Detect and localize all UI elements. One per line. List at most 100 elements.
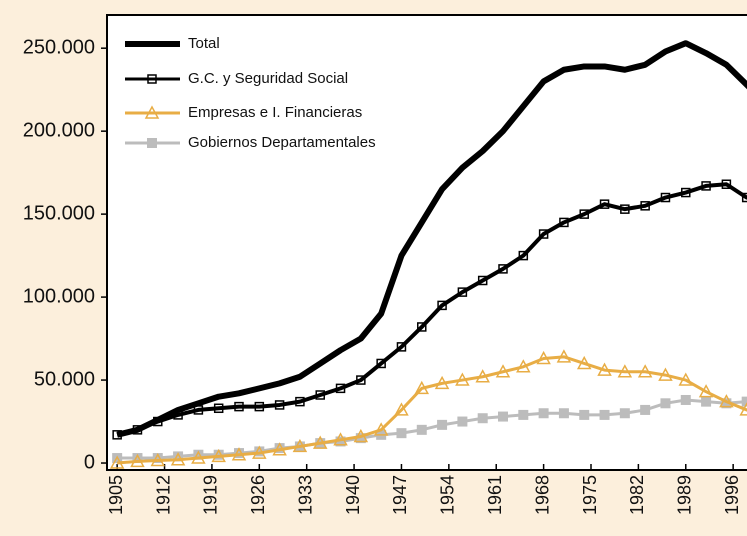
data-point <box>477 413 488 424</box>
data-point <box>333 432 348 446</box>
data-point <box>619 408 630 419</box>
data-point <box>272 442 287 456</box>
data-point <box>213 403 224 414</box>
data-point <box>536 350 551 365</box>
data-point <box>678 372 694 386</box>
x-tick-label: 1975 <box>580 475 600 515</box>
data-point <box>254 401 265 412</box>
legend-label: Total <box>188 35 220 52</box>
data-point <box>457 416 468 427</box>
series-line <box>116 40 747 438</box>
data-point <box>538 229 549 239</box>
data-point <box>150 452 166 467</box>
data-point <box>376 358 386 369</box>
x-tick-label: 1926 <box>248 475 268 515</box>
data-point <box>191 450 206 464</box>
data-point <box>597 362 612 376</box>
data-point <box>719 394 734 408</box>
data-point <box>455 372 470 386</box>
data-point <box>558 408 569 419</box>
data-point <box>559 217 569 228</box>
data-point <box>315 390 325 400</box>
data-point <box>498 264 508 274</box>
data-point <box>373 422 389 436</box>
data-point <box>538 408 549 419</box>
data-point <box>437 419 448 430</box>
x-tick-label: 1940 <box>343 475 363 515</box>
x-tick-label: 1947 <box>390 475 410 515</box>
data-point <box>721 179 732 190</box>
data-point <box>274 443 285 454</box>
data-point <box>416 424 427 435</box>
data-point <box>701 396 712 407</box>
data-point <box>396 342 407 352</box>
data-point <box>475 369 490 383</box>
data-point <box>335 383 346 394</box>
y-tick-label: 250.000 <box>23 36 95 58</box>
data-point <box>658 367 673 381</box>
data-point <box>660 192 671 203</box>
data-point <box>193 449 204 460</box>
data-point <box>721 398 732 409</box>
series-line <box>117 355 747 465</box>
data-point <box>518 250 529 261</box>
y-tick-label: 0 <box>84 451 95 473</box>
legend-marker <box>147 74 157 84</box>
data-point <box>173 451 184 462</box>
data-point <box>698 384 714 398</box>
data-point <box>353 428 369 443</box>
legend-marker <box>144 105 160 119</box>
data-point <box>620 204 630 214</box>
data-point <box>231 447 247 461</box>
data-point <box>292 438 308 453</box>
plot-area <box>106 14 747 471</box>
data-point <box>681 187 691 198</box>
x-tick-label: 1989 <box>675 475 695 515</box>
data-point <box>701 181 711 191</box>
data-point <box>396 428 407 439</box>
data-point <box>617 364 633 378</box>
data-point <box>132 453 143 464</box>
data-point <box>518 409 529 420</box>
data-point <box>637 364 653 378</box>
data-point <box>579 209 589 219</box>
data-point <box>130 453 145 468</box>
data-point <box>599 199 610 209</box>
y-tick-label: 150.000 <box>23 202 95 224</box>
data-point <box>556 349 572 363</box>
legend-label: Empresas e I. Financieras <box>188 104 362 121</box>
x-tick-label: 1919 <box>201 475 221 515</box>
data-point <box>640 201 650 211</box>
data-point <box>640 404 651 415</box>
x-tick-label: 1933 <box>295 475 315 515</box>
x-tick-label: 1912 <box>153 475 173 515</box>
data-point <box>741 396 747 407</box>
series-line <box>116 182 747 437</box>
data-point <box>211 448 226 463</box>
data-point <box>579 409 590 420</box>
legend-label: G.C. y Seguridad Social <box>188 70 348 87</box>
data-point <box>495 364 511 378</box>
data-point <box>335 436 346 447</box>
x-tick-label: 1968 <box>532 475 552 515</box>
data-point <box>417 322 427 332</box>
data-point <box>356 375 366 385</box>
data-point <box>434 375 450 390</box>
legend-marker <box>147 138 157 148</box>
data-point <box>152 453 163 464</box>
x-tick-label: 1961 <box>485 475 505 515</box>
data-point <box>516 359 531 373</box>
data-point <box>355 433 366 444</box>
data-point <box>295 396 305 407</box>
y-tick-label: 100.000 <box>23 285 95 307</box>
data-point <box>234 448 244 459</box>
legend-label: Gobiernos Departamentales <box>188 134 376 151</box>
data-point <box>213 449 224 460</box>
data-point <box>437 300 447 311</box>
y-tick-label: 200.000 <box>23 119 95 141</box>
data-point <box>252 445 267 459</box>
data-point <box>414 380 430 395</box>
data-point <box>170 452 186 466</box>
